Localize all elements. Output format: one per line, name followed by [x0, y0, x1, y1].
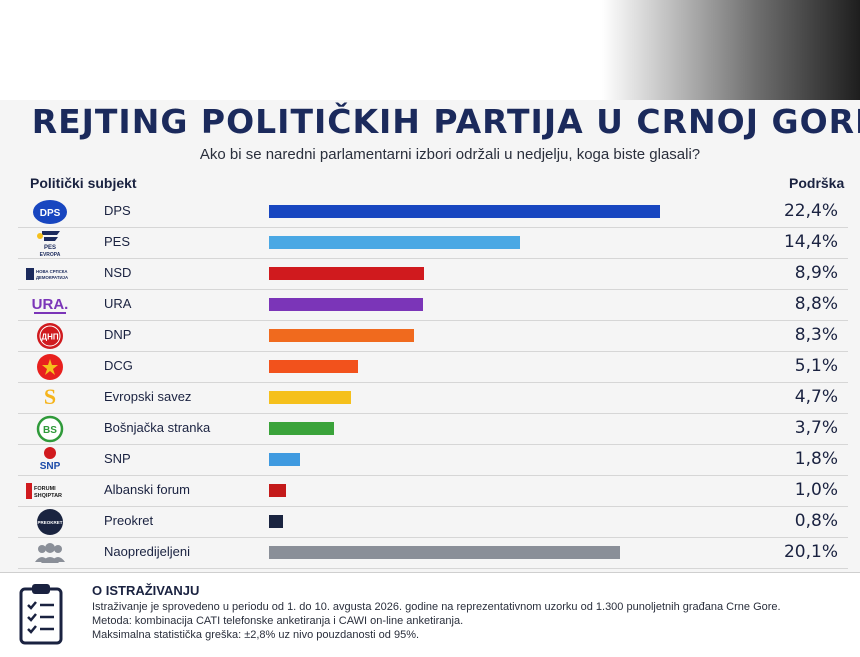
- value-label: 8,3%: [794, 325, 838, 345]
- chart-row: FORUMI SHQIPTAR Albanski forum 1,0%: [18, 475, 848, 507]
- nsd-logo-icon: НОВА СРПСКА ДЕМОКРАТИЈА: [26, 260, 74, 287]
- value-label: 0,8%: [794, 511, 838, 531]
- bar-mark: [269, 236, 520, 249]
- footer-line-method: Metoda: kombinacija CATI telefonske anke…: [92, 615, 464, 627]
- bar-mark: [269, 267, 424, 280]
- ura-logo-icon: URA.: [26, 291, 74, 318]
- chart-row: BS Bošnjačka stranka 3,7%: [18, 413, 848, 445]
- category-label: Evropski savez: [104, 389, 192, 404]
- svg-text:ДНП: ДНП: [41, 332, 58, 341]
- svg-text:EVROPA: EVROPA: [40, 252, 61, 257]
- clipboard-checklist-icon: [18, 581, 64, 650]
- svg-text:URA.: URA.: [32, 296, 69, 313]
- evropski-savez-logo-icon: S: [26, 384, 74, 411]
- footer-line-error: Maksimalna statistička greška: ±2,8% uz …: [92, 629, 420, 641]
- svg-text:ДЕМОКРАТИЈА: ДЕМОКРАТИЈА: [36, 275, 68, 280]
- preokret-logo-icon: PREOKRET: [26, 508, 74, 535]
- people-icon: [26, 539, 74, 566]
- dps-logo-icon: DPS: [26, 198, 74, 225]
- footer-line-period: Istraživanje je sprovedeno u periodu od …: [92, 601, 781, 613]
- pes-logo-icon: PES EVROPA: [26, 229, 74, 257]
- category-label: DNP: [104, 327, 132, 342]
- chart-row: PREOKRET Preokret 0,8%: [18, 506, 848, 538]
- svg-text:PREOKRET: PREOKRET: [37, 520, 62, 525]
- bar-mark: [269, 546, 620, 559]
- bar-mark: [269, 484, 286, 497]
- chart-row: DPS DPS 22,4%: [18, 196, 848, 228]
- bar-mark: [269, 391, 351, 404]
- value-label: 3,7%: [794, 418, 838, 438]
- svg-text:BS: BS: [43, 425, 57, 436]
- svg-text:S: S: [44, 384, 56, 409]
- category-label: Preokret: [104, 513, 154, 528]
- top-background: [0, 0, 860, 100]
- svg-text:НОВА СРПСКА: НОВА СРПСКА: [36, 269, 68, 274]
- value-label: 14,4%: [783, 232, 838, 252]
- category-label: DCG: [104, 358, 133, 373]
- value-label: 20,1%: [783, 542, 838, 562]
- bs-logo-icon: BS: [26, 415, 74, 442]
- chart-row: Naopredijeljeni 20,1%: [18, 537, 848, 569]
- bar-mark: [269, 205, 660, 218]
- chart-row: НОВА СРПСКА ДЕМОКРАТИЈА NSD 8,9%: [18, 258, 848, 290]
- footer-title: O ISTRAŽIVANJU: [92, 583, 200, 598]
- value-label: 5,1%: [794, 356, 838, 376]
- value-label: 4,7%: [794, 387, 838, 407]
- category-column-header: Politički subjekt: [30, 175, 137, 191]
- chart-title: REJTING POLITIČKIH PARTIJA U CRNOJ GORI: [31, 102, 860, 141]
- chart-row: SNP SNP 1,8%: [18, 444, 848, 476]
- bar-mark: [269, 298, 423, 311]
- category-label: DPS: [104, 203, 131, 218]
- svg-text:SNP: SNP: [40, 461, 61, 472]
- category-label: NSD: [104, 265, 132, 280]
- bar-mark: [269, 360, 358, 373]
- value-label: 8,9%: [794, 263, 838, 283]
- dnp-logo-icon: ДНП: [26, 322, 74, 349]
- chart-row: URA. URA 8,8%: [18, 289, 848, 321]
- svg-text:PES: PES: [44, 245, 56, 251]
- svg-text:DPS: DPS: [40, 208, 61, 219]
- snp-logo-icon: SNP: [26, 446, 74, 473]
- chart-row: S Evropski savez 4,7%: [18, 382, 848, 414]
- category-label: PES: [104, 234, 131, 249]
- bar-mark: [269, 329, 414, 342]
- value-label: 1,0%: [794, 480, 838, 500]
- value-label: 22,4%: [783, 201, 838, 221]
- category-label: Albanski forum: [104, 482, 190, 497]
- category-label: URA: [104, 296, 132, 311]
- chart-row: ДНП DNP 8,3%: [18, 320, 848, 352]
- value-column-header: Podrška: [789, 175, 845, 191]
- survey-footer: O ISTRAŽIVANJU Istraživanje je sproveden…: [0, 572, 860, 657]
- value-label: 1,8%: [794, 449, 838, 469]
- bar-mark: [269, 453, 300, 466]
- chart-panel: [0, 100, 860, 572]
- albanski-forum-logo-icon: FORUMI SHQIPTAR: [26, 477, 74, 504]
- value-label: 8,8%: [794, 294, 838, 314]
- category-label: Naopredijeljeni: [104, 544, 190, 559]
- bar-mark: [269, 515, 283, 528]
- chart-row: PES EVROPA PES 14,4%: [18, 227, 848, 259]
- category-label: Bošnjačka stranka: [104, 420, 211, 435]
- svg-text:FORUMI: FORUMI: [34, 486, 56, 492]
- chart-subtitle: Ako bi se naredni parlamentarni izbori o…: [199, 146, 701, 163]
- category-label: SNP: [104, 451, 131, 466]
- bar-mark: [269, 422, 334, 435]
- chart-row: DCG 5,1%: [18, 351, 848, 383]
- svg-text:SHQIPTAR: SHQIPTAR: [34, 493, 62, 499]
- dcg-logo-icon: [26, 353, 74, 380]
